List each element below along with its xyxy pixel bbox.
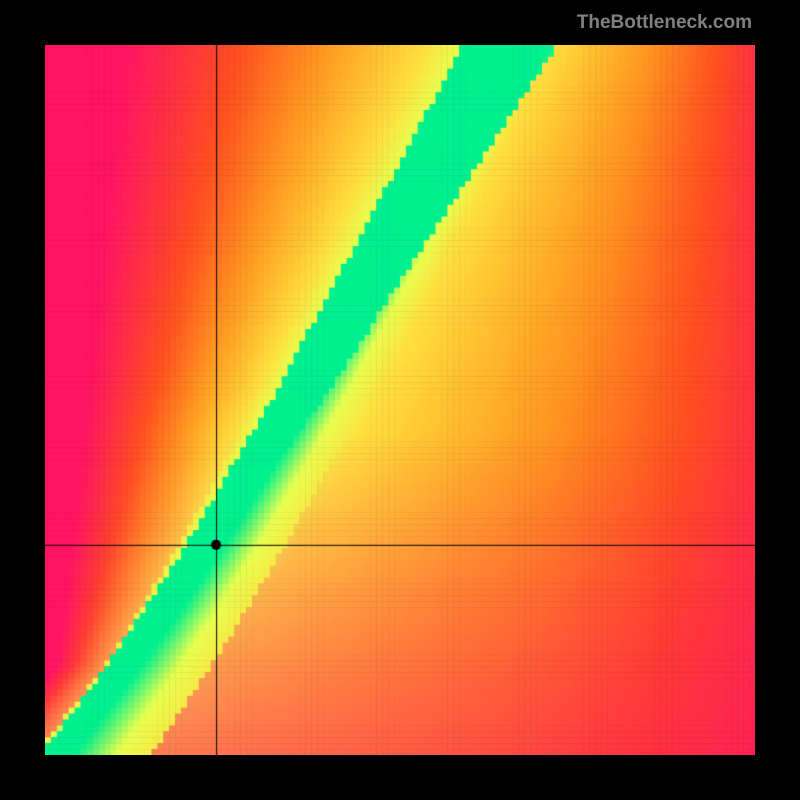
heatmap-plot-area [45, 45, 755, 755]
heatmap-canvas [45, 45, 755, 755]
watermark-text: TheBottleneck.com [577, 12, 752, 34]
